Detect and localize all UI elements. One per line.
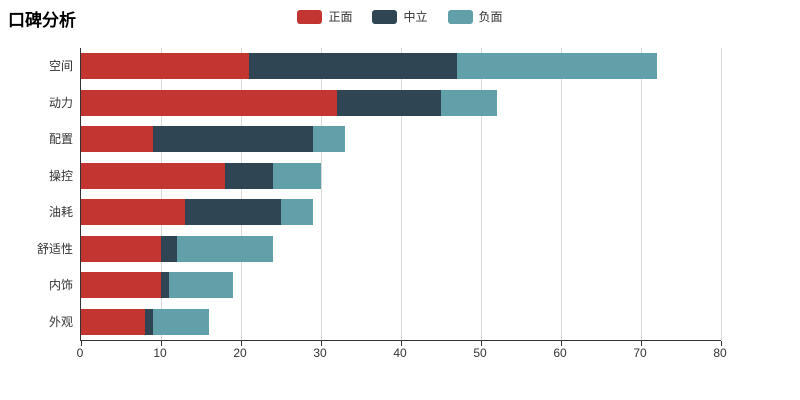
bar-segment-中立[interactable] [153,126,313,153]
plot-area: 空间动力配置操控油耗舒适性内饰外观 [37,48,722,346]
x-axis-tick-mark [561,341,562,346]
legend-label: 中立 [403,10,428,24]
bar-segment-中立[interactable] [249,53,457,80]
legend-item-正面[interactable]: 正面 [297,8,352,25]
bar-segment-负面[interactable] [441,89,497,116]
bar-segment-负面[interactable] [313,126,345,153]
bar-segment-中立[interactable] [185,199,281,226]
bar-row-外观 [81,308,209,335]
legend-label: 正面 [328,10,353,24]
legend-item-负面[interactable]: 负面 [447,8,503,25]
gridline [321,48,322,340]
gridline [481,48,482,340]
legend-item-中立[interactable]: 中立 [372,8,428,25]
bar-row-内饰 [81,272,233,299]
category-label-油耗: 油耗 [48,205,73,220]
x-axis-tick-mark [481,341,482,346]
bar-row-操控 [81,162,321,189]
category-label-配置: 配置 [48,132,73,147]
x-axis-tick-mark [401,341,402,346]
bar-segment-中立[interactable] [337,89,441,116]
bar-segment-负面[interactable] [153,308,209,335]
x-tick-label: 80 [713,346,727,360]
category-label-动力: 动力 [48,95,73,110]
bar-segment-正面[interactable] [81,199,185,226]
x-axis-tick-mark [321,341,322,346]
bar-segment-负面[interactable] [281,199,313,226]
legend: 正面 中立 负面 [0,8,800,25]
gridline [721,48,722,340]
bar-segment-中立[interactable] [225,162,273,189]
x-axis-tick-mark [241,341,242,346]
bar-segment-负面[interactable] [273,162,321,189]
chart-title: 口碑分析 [8,11,76,30]
x-axis-tick-mark [81,341,82,346]
bar-row-油耗 [81,199,313,226]
bar-segment-正面[interactable] [81,162,225,189]
bar-segment-负面[interactable] [169,272,233,299]
gridline [401,48,402,340]
bar-segment-正面[interactable] [81,89,337,116]
x-axis-tick-mark [641,341,642,346]
bar-segment-正面[interactable] [81,53,249,80]
legend-label: 负面 [478,10,503,24]
legend-swatch [447,9,473,24]
gridline [641,48,642,340]
category-label-外观: 外观 [48,314,73,329]
category-label-舒适性: 舒适性 [36,241,73,256]
bar-segment-负面[interactable] [457,53,657,80]
legend-swatch [297,9,323,24]
bar-row-动力 [81,89,497,116]
bar-segment-负面[interactable] [177,235,273,262]
bar-segment-中立[interactable] [161,272,169,299]
x-tick-label: 40 [393,346,407,360]
x-tick-label: 30 [313,346,327,360]
bar-segment-中立[interactable] [145,308,153,335]
bar-row-舒适性 [81,235,273,262]
x-tick-label: 70 [633,346,647,360]
x-tick-label: 50 [473,346,487,360]
bar-segment-中立[interactable] [161,235,177,262]
legend-swatch [372,9,398,24]
bar-segment-正面[interactable] [81,272,161,299]
gridline [161,48,162,340]
bar-row-配置 [81,126,345,153]
gridline [241,48,242,340]
x-tick-label: 10 [153,346,167,360]
gridline [561,48,562,340]
x-tick-label: 0 [76,346,84,360]
x-tick-label: 60 [553,346,567,360]
category-label-空间: 空间 [48,59,73,74]
x-axis-tick-mark [721,341,722,346]
bar-segment-正面[interactable] [81,308,145,335]
x-axis-tick-mark [161,341,162,346]
bar-row-空间 [81,53,657,80]
category-label-内饰: 内饰 [48,278,73,293]
bar-segment-正面[interactable] [81,235,161,262]
x-axis-tick-labels: 0 10 20 30 40 50 60 70 80 [76,346,727,362]
x-tick-label: 20 [233,346,247,360]
category-label-操控: 操控 [48,168,73,183]
bar-segment-正面[interactable] [81,126,153,153]
